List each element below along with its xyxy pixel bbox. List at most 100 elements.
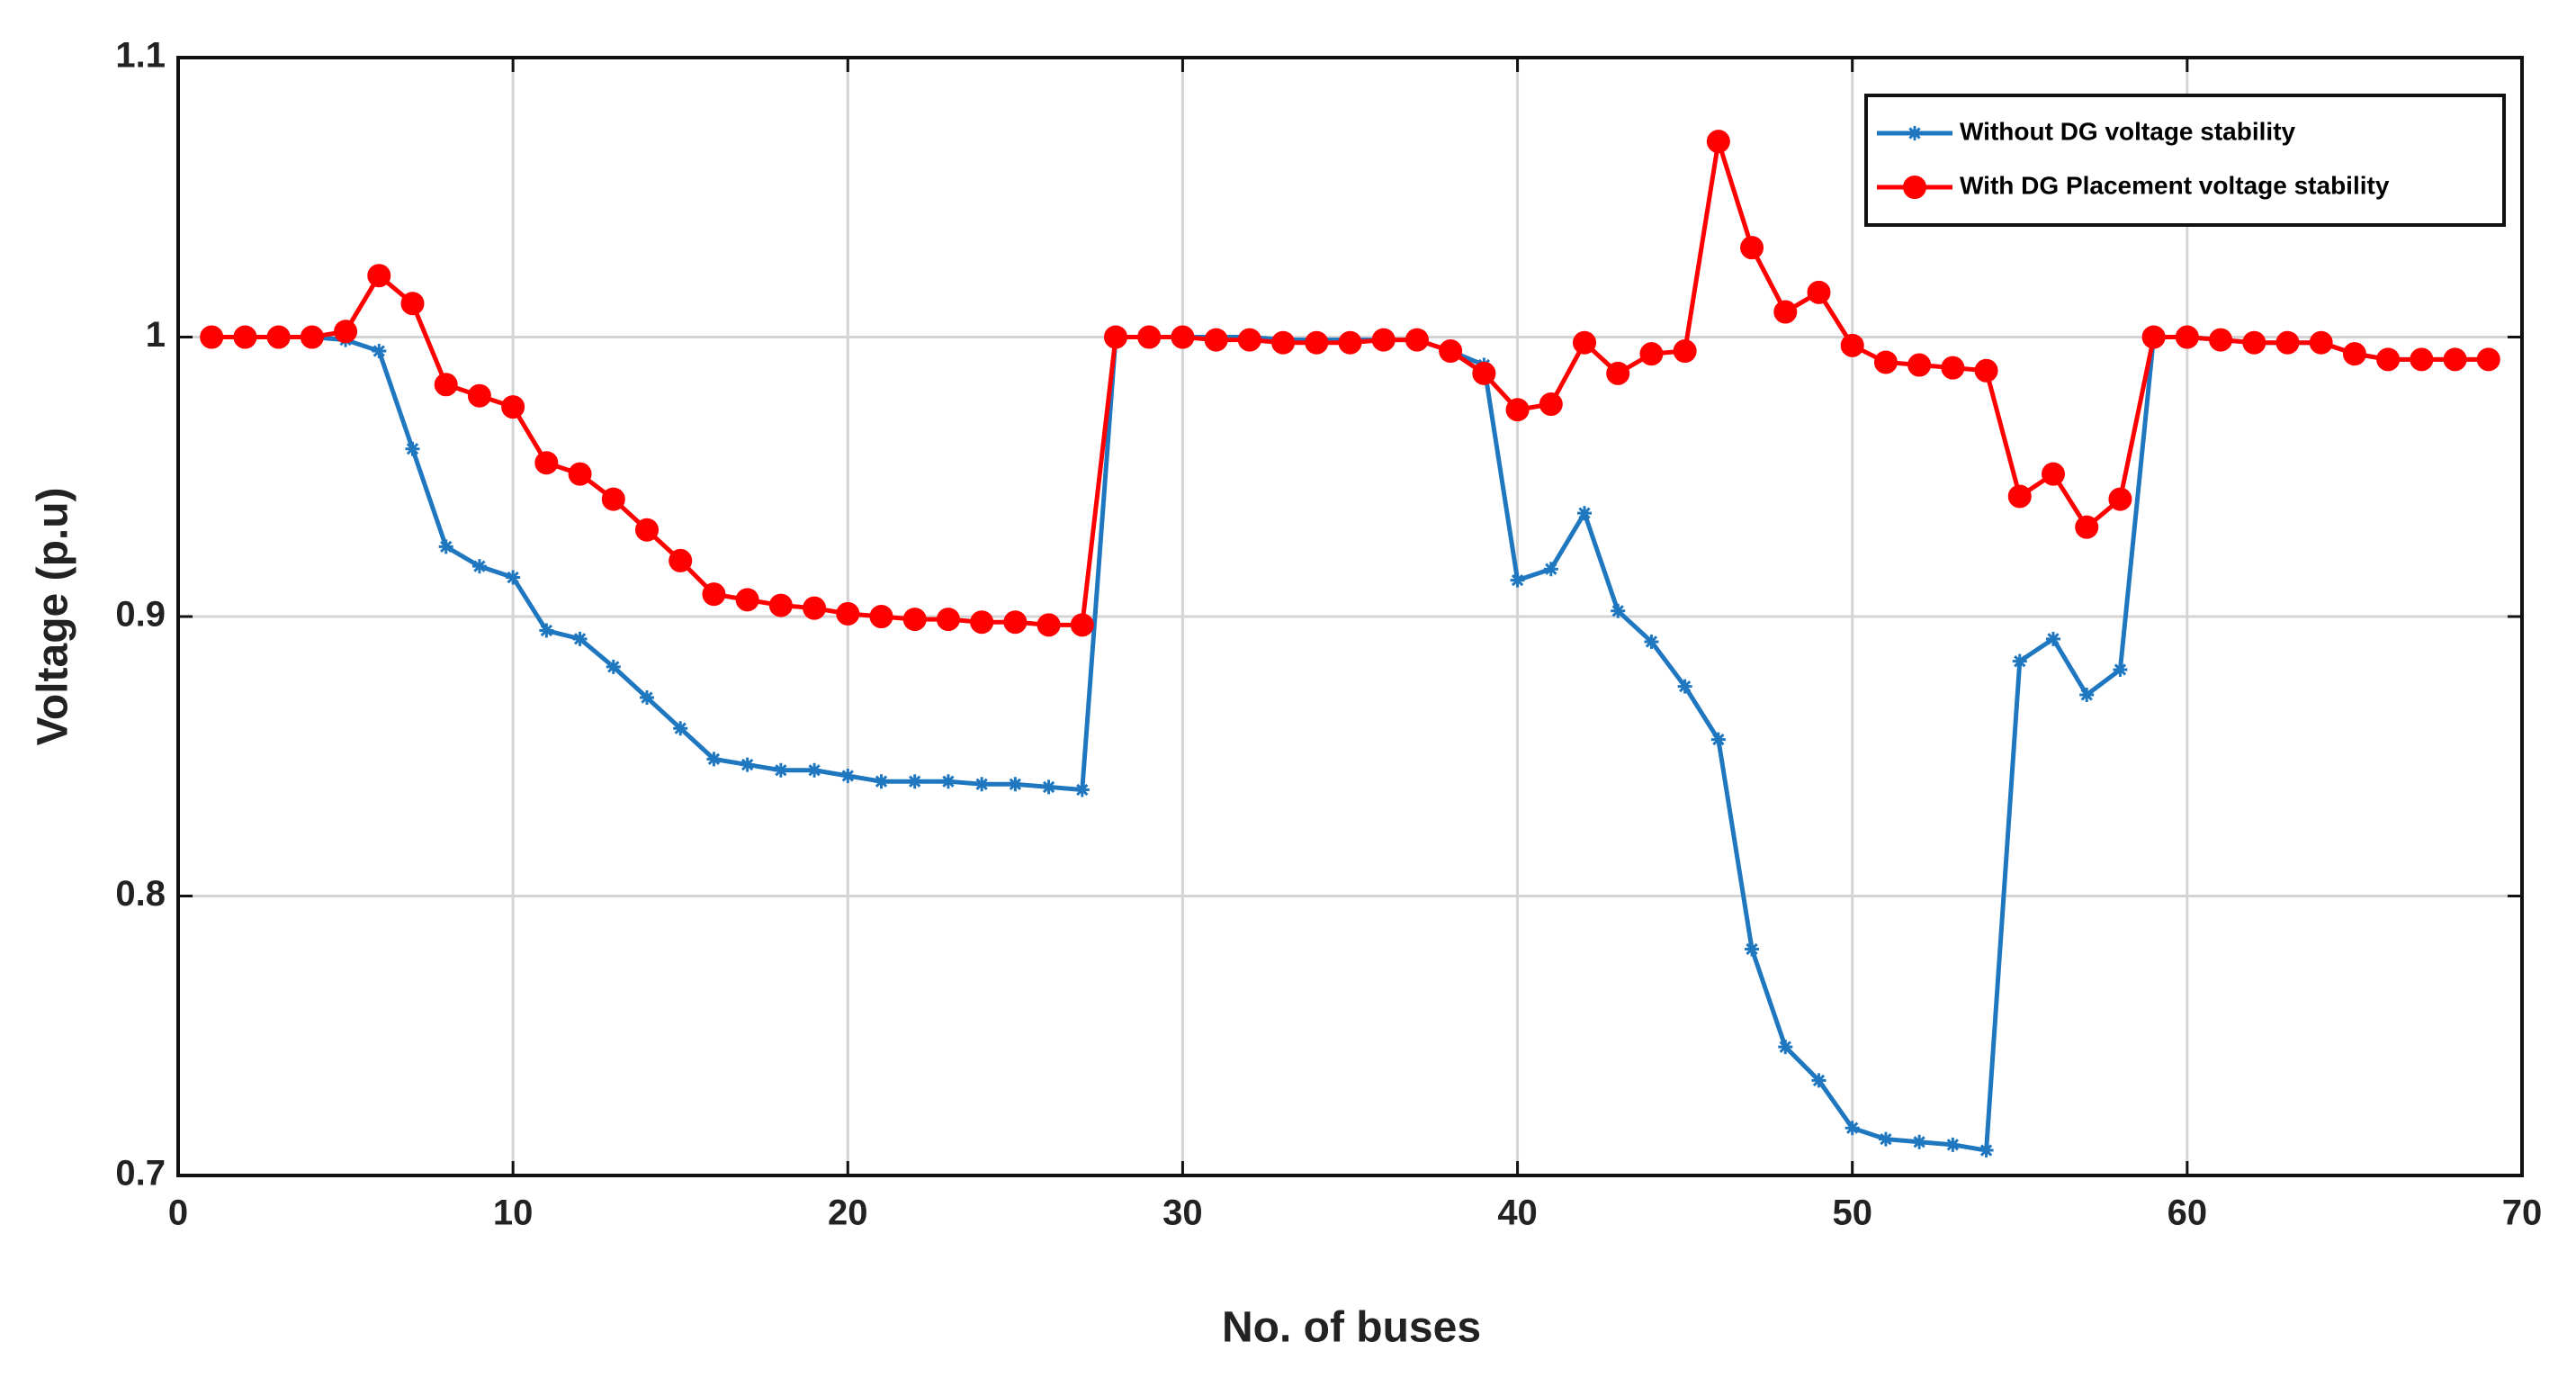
x-tick-label: 20	[828, 1193, 868, 1233]
data-point	[2242, 330, 2266, 355]
data-point	[200, 325, 224, 349]
data-point	[874, 774, 889, 789]
data-point	[1844, 1121, 1860, 1136]
data-point	[501, 395, 525, 419]
x-tick-label: 10	[493, 1193, 534, 1233]
data-point	[902, 608, 927, 632]
y-tick-label: 0.7	[115, 1154, 166, 1193]
data-point	[1405, 328, 1429, 352]
data-point	[367, 264, 391, 288]
data-point	[506, 570, 521, 585]
data-point	[1941, 356, 1965, 380]
data-point	[572, 631, 588, 646]
data-point	[438, 539, 453, 554]
y-tick-label: 1.1	[115, 36, 166, 76]
data-point	[635, 518, 659, 542]
data-point	[836, 601, 860, 626]
data-point	[2113, 662, 2128, 677]
data-point	[1041, 779, 1056, 795]
x-tick-label: 40	[1497, 1193, 1538, 1233]
x-tick-label: 30	[1162, 1193, 1203, 1233]
data-point	[400, 292, 425, 316]
data-point	[1907, 353, 1932, 377]
data-point	[1710, 732, 1726, 747]
legend-label: With DG Placement voltage stability	[1960, 171, 2390, 199]
data-point	[2175, 325, 2199, 349]
data-point	[1137, 325, 1162, 349]
data-point	[1577, 506, 1592, 521]
data-point	[1439, 339, 1463, 364]
data-point	[2007, 484, 2032, 509]
data-point	[773, 762, 788, 778]
data-point	[1673, 339, 1697, 364]
legend-label: Without DG voltage stability	[1960, 117, 2296, 145]
data-point	[1543, 562, 1558, 577]
data-point	[669, 548, 693, 572]
data-point	[601, 487, 625, 511]
data-point	[1644, 634, 1659, 649]
x-tick-label: 70	[2502, 1193, 2543, 1233]
data-point	[1074, 782, 1090, 797]
data-point	[1745, 941, 1760, 957]
data-point	[1807, 280, 1831, 304]
data-point	[706, 752, 722, 767]
data-point	[1778, 1040, 1793, 1055]
data-point	[2075, 515, 2099, 539]
data-point	[1505, 398, 1530, 422]
y-axis-label: Voltage (p.u)	[30, 487, 77, 745]
data-point	[1974, 358, 1998, 383]
data-point	[1237, 328, 1261, 352]
data-point	[434, 373, 458, 397]
data-point	[1878, 1131, 1893, 1147]
data-point	[2042, 462, 2065, 486]
data-point	[1539, 392, 1563, 417]
data-point	[2275, 330, 2300, 355]
data-point	[539, 623, 554, 638]
data-point	[907, 774, 922, 789]
data-point	[1305, 330, 1329, 355]
x-tick-label: 50	[1832, 1193, 1872, 1233]
data-point	[974, 777, 990, 792]
data-point	[1510, 572, 1525, 588]
data-point	[1912, 1134, 1927, 1149]
data-point	[2410, 347, 2434, 372]
data-point	[1639, 342, 1664, 366]
legend-marker	[1907, 126, 1922, 140]
x-tick-label: 60	[2168, 1193, 2208, 1233]
data-point	[1171, 325, 1195, 349]
data-point	[1740, 236, 1764, 260]
data-point	[534, 451, 559, 475]
data-point	[936, 608, 960, 632]
data-point	[1811, 1073, 1827, 1088]
x-axis-label: No. of buses	[1222, 1304, 1481, 1352]
data-point	[2309, 330, 2333, 355]
data-point	[1037, 613, 1061, 637]
data-point	[2141, 325, 2166, 349]
data-point	[1008, 777, 1023, 792]
data-point	[869, 605, 893, 628]
data-point	[807, 762, 822, 778]
data-point	[1873, 350, 1898, 374]
data-point	[1573, 330, 1596, 355]
data-point	[2342, 342, 2366, 366]
data-point	[1979, 1143, 1994, 1158]
y-tick-label: 0.9	[115, 595, 166, 635]
data-point	[1003, 610, 1028, 635]
data-point	[1677, 679, 1692, 694]
data-point	[1104, 325, 1127, 349]
data-point	[1706, 130, 1730, 154]
data-point	[940, 774, 956, 789]
data-point	[2443, 347, 2467, 372]
plot-frame	[176, 56, 2524, 1177]
data-point	[1204, 328, 1228, 352]
data-point	[840, 768, 856, 783]
data-point	[405, 441, 420, 456]
data-point	[735, 588, 759, 612]
data-point	[1606, 361, 1630, 385]
data-point	[1773, 300, 1798, 324]
data-point	[2046, 631, 2060, 646]
y-tick-label: 1	[146, 315, 166, 355]
data-point	[1070, 613, 1094, 637]
